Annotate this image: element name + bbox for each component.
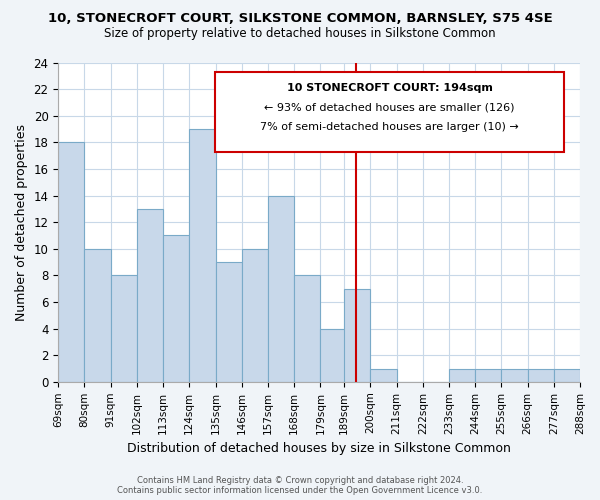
Bar	[449, 368, 475, 382]
Bar	[110, 276, 137, 382]
Bar	[370, 368, 397, 382]
Text: 10 STONECROFT COURT: 194sqm: 10 STONECROFT COURT: 194sqm	[287, 84, 493, 94]
Bar	[268, 196, 294, 382]
Bar	[215, 262, 242, 382]
Text: 7% of semi-detached houses are larger (10) →: 7% of semi-detached houses are larger (1…	[260, 122, 519, 132]
Y-axis label: Number of detached properties: Number of detached properties	[15, 124, 28, 320]
Bar	[163, 236, 190, 382]
Bar	[527, 368, 554, 382]
Bar	[344, 288, 370, 382]
Bar	[58, 142, 85, 382]
X-axis label: Distribution of detached houses by size in Silkstone Common: Distribution of detached houses by size …	[127, 442, 511, 455]
Bar	[294, 276, 320, 382]
Text: Size of property relative to detached houses in Silkstone Common: Size of property relative to detached ho…	[104, 28, 496, 40]
Bar	[554, 368, 580, 382]
FancyBboxPatch shape	[215, 72, 565, 152]
Bar	[190, 129, 215, 382]
Text: ← 93% of detached houses are smaller (126): ← 93% of detached houses are smaller (12…	[265, 102, 515, 113]
Bar	[242, 249, 268, 382]
Bar	[320, 328, 347, 382]
Bar	[137, 209, 163, 382]
Text: Contains HM Land Registry data © Crown copyright and database right 2024.
Contai: Contains HM Land Registry data © Crown c…	[118, 476, 482, 495]
Bar	[475, 368, 502, 382]
Text: 10, STONECROFT COURT, SILKSTONE COMMON, BARNSLEY, S75 4SE: 10, STONECROFT COURT, SILKSTONE COMMON, …	[47, 12, 553, 26]
Bar	[502, 368, 527, 382]
Bar	[85, 249, 110, 382]
